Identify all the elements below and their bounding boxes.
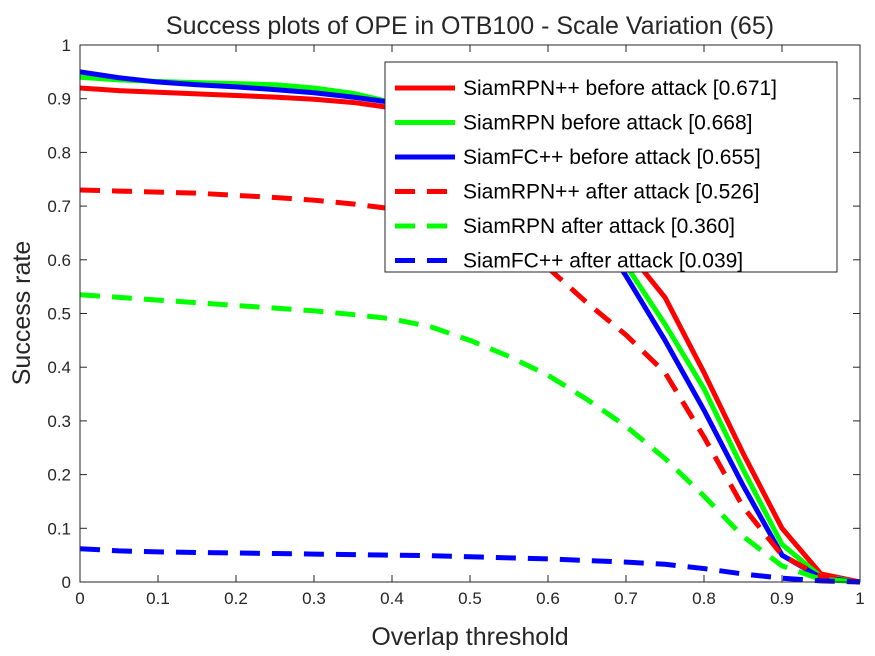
y-tick-label: 0.9 [47,90,71,109]
x-tick-label: 0.6 [536,589,560,608]
x-tick-label: 0.2 [224,589,248,608]
y-tick-label: 0.3 [47,412,71,431]
x-axis-label: Overlap threshold [371,623,568,651]
y-tick-label: 1 [62,36,71,55]
y-tick-label: 0.1 [47,519,71,538]
x-tick-label: 0.5 [458,589,482,608]
series-line-5 [79,292,861,585]
y-tick-label: 0.4 [47,358,71,377]
legend-box [384,61,838,273]
legend-label-5: SiamRPN after attack [0.360] [463,215,735,238]
x-tick-label: 0.1 [146,589,170,608]
x-tick-label: 0.8 [692,589,716,608]
y-tick-label: 0.5 [47,305,71,324]
legend-label-1: SiamRPN++ before attack [0.671] [463,77,777,100]
y-tick-label: 0.8 [47,143,71,162]
y-axis-label: Success rate [8,241,36,386]
legend-label-6: SiamFC++ after attack [0.039] [463,250,743,273]
ticks-layer: 0 0.1 0.2 0.3 0.4 0.5 0.6 0.7 0.8 0.9 1 0 0.1 0.2 0.3 0… [47,36,864,608]
legend: SiamRPN++ before attack [0.671] SiamRPN b… [384,61,838,273]
y-tick-label: 0 [62,573,71,592]
x-tick-label: 0.4 [380,589,404,608]
x-tick-label: 1 [855,589,864,608]
x-tick-label: 0 [75,589,84,608]
x-tick-label: 0.3 [302,589,326,608]
legend-label-3: SiamFC++ before attack [0.655] [463,146,761,169]
legend-label-2: SiamRPN before attack [0.668] [463,112,752,135]
chart-title: Success plots of OPE in OTB100 - Scale V… [166,12,774,40]
x-tick-label: 0.9 [770,589,794,608]
x-tick-label: 0.7 [614,589,638,608]
y-tick-label: 0.2 [47,466,71,485]
series-line-6 [79,546,861,585]
y-tick-label: 0.7 [47,197,71,216]
legend-label-4: SiamRPN++ after attack [0.526] [463,181,759,204]
y-tick-label: 0.6 [47,251,71,270]
